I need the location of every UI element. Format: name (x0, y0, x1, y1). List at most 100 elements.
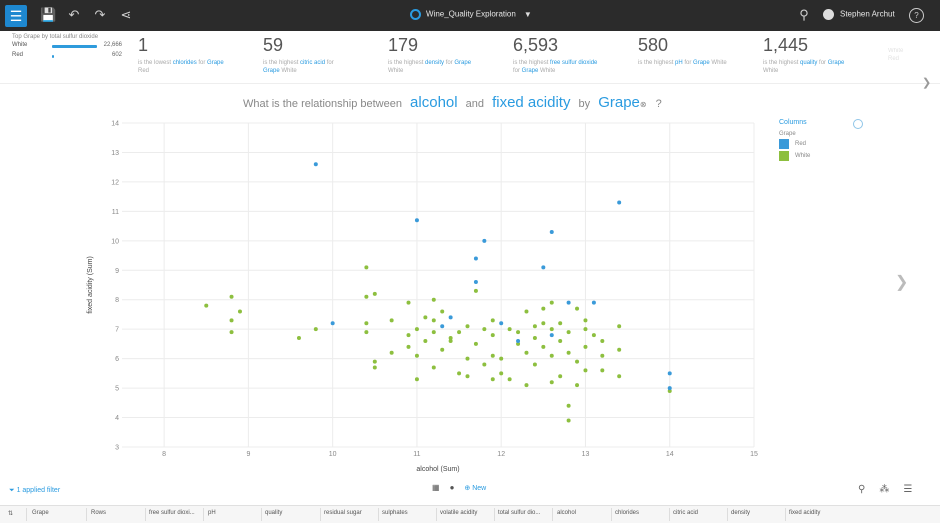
data-point (583, 344, 588, 349)
menu-icon[interactable]: ☰ (5, 5, 27, 27)
data-point (532, 336, 537, 341)
redo-icon[interactable]: ↷ (94, 7, 106, 22)
data-point (473, 341, 478, 346)
share-icon[interactable]: ⋖ (120, 7, 132, 22)
data-point (617, 324, 622, 329)
question-header: What is the relationship between alcohol… (243, 94, 662, 111)
data-point (524, 350, 529, 355)
data-point (541, 321, 546, 326)
data-point (389, 318, 394, 323)
chevron-right-icon[interactable]: ❯ (895, 274, 909, 291)
data-point (448, 336, 453, 341)
data-point (541, 265, 546, 270)
data-point (600, 353, 605, 358)
column-header[interactable]: chlorides (615, 510, 640, 516)
app-logo-icon (410, 9, 421, 20)
data-point (667, 389, 672, 394)
data-point (372, 359, 377, 364)
data-point (499, 371, 504, 376)
data-point (414, 327, 419, 332)
kpi-card[interactable]: 179 is the highest density for Grape Whit… (388, 35, 472, 74)
data-point (406, 344, 411, 349)
kpi-card[interactable]: 580 is the highest pH for Grape White (638, 35, 727, 66)
data-point (667, 371, 672, 376)
legend-title[interactable]: Columns (779, 119, 807, 126)
data-point (575, 306, 580, 311)
column-header[interactable]: Rows (91, 510, 107, 516)
top-grape-mini-chart[interactable]: Top Grape by total sulfur dioxide White … (12, 34, 122, 60)
y-axis-label: fixed acidity (Sum) (87, 256, 94, 314)
column-header[interactable]: total sulfur dio... (498, 510, 541, 516)
kpi-card[interactable]: 1,445 is the highest quality for Grape Wh… (763, 35, 845, 74)
workspace-title[interactable]: Wine_Quality Exploration ▼ (410, 9, 532, 20)
column-header[interactable]: fixed acidity (789, 510, 821, 516)
user-menu[interactable]: Stephen Archut (823, 9, 895, 20)
data-point (406, 333, 411, 338)
data-point (591, 300, 596, 305)
chart-legend: Columns Grape Red White (779, 119, 810, 161)
kpi-card[interactable]: 1 is the lowest chlorides for Grape Red (138, 35, 224, 74)
data-table-header: ⇅ Grape Rows free sulfur dioxi... pH qua… (0, 505, 940, 523)
pin-icon[interactable]: ⚲ (799, 7, 809, 22)
save-icon[interactable]: 💾 (40, 7, 57, 22)
new-view-button[interactable]: ⊕ New (464, 484, 487, 492)
dimension-selector[interactable]: Grape (598, 94, 640, 111)
data-point (532, 324, 537, 329)
column-header[interactable]: free sulfur dioxi... (149, 510, 195, 516)
data-point (482, 327, 487, 332)
data-point (583, 368, 588, 373)
column-header[interactable]: residual sugar (324, 510, 362, 516)
dot-view-icon[interactable]: ● (449, 483, 455, 492)
help-icon[interactable]: ? (909, 8, 924, 23)
mini-chart-title: Top Grape by total sulfur dioxide (12, 34, 99, 40)
list-icon[interactable]: ☰ (903, 484, 913, 495)
data-point (541, 306, 546, 311)
legend-settings-icon[interactable] (853, 119, 863, 129)
data-point (229, 330, 234, 335)
kpi-card-overflow[interactable]: White Red (888, 48, 904, 62)
y-tick-label: 6 (115, 356, 119, 363)
y-tick-label: 11 (112, 209, 119, 216)
data-point (558, 338, 563, 343)
data-point (440, 347, 445, 352)
column-header[interactable]: density (731, 510, 751, 516)
data-point (524, 309, 529, 314)
x-axis-label: alcohol (Sum) (416, 466, 459, 473)
chevron-right-icon[interactable]: ❯ (922, 77, 932, 89)
close-circle-icon[interactable]: ⊗ (639, 100, 647, 109)
field-selector-y[interactable]: fixed acidity (492, 94, 571, 111)
data-point (313, 162, 318, 167)
data-point (541, 344, 546, 349)
column-header[interactable]: alcohol (557, 510, 577, 516)
column-header[interactable]: citric acid (673, 510, 699, 516)
column-header[interactable]: quality (265, 510, 283, 516)
grid-view-icon[interactable]: ▦ (432, 483, 440, 492)
data-point (558, 374, 563, 379)
kpi-card[interactable]: 59 is the highest citric acid for Grape … (263, 35, 334, 74)
pin-icon[interactable]: ⚲ (858, 484, 866, 495)
column-header[interactable]: sulphates (382, 510, 408, 516)
column-header[interactable]: volatile acidity (440, 510, 478, 516)
data-point (440, 324, 445, 329)
applied-filter-link[interactable]: ⏷ 1 applied filter (9, 487, 61, 494)
formula-icon[interactable]: ⁂ (879, 484, 890, 495)
data-point (532, 362, 537, 367)
legend-item-red[interactable]: Red (779, 139, 810, 149)
y-tick-label: 5 (115, 386, 119, 393)
legend-item-white[interactable]: White (779, 151, 810, 161)
y-tick-label: 3 (115, 445, 119, 452)
data-point (414, 218, 419, 223)
data-point (372, 365, 377, 370)
data-point (583, 318, 588, 323)
data-point (364, 294, 369, 299)
field-selector-x[interactable]: alcohol (410, 94, 458, 111)
column-header[interactable]: pH (208, 510, 216, 516)
kpi-card[interactable]: 6,593 is the highest free sulfur dioxide… (513, 35, 598, 74)
legend-swatch (779, 139, 789, 149)
column-settings-icon[interactable]: ⇅ (8, 511, 14, 517)
data-point (465, 374, 470, 379)
column-header[interactable]: Grape (32, 510, 49, 516)
undo-icon[interactable]: ↶ (68, 7, 80, 22)
chevron-down-icon[interactable]: ▼ (523, 9, 532, 19)
data-point (204, 303, 209, 308)
